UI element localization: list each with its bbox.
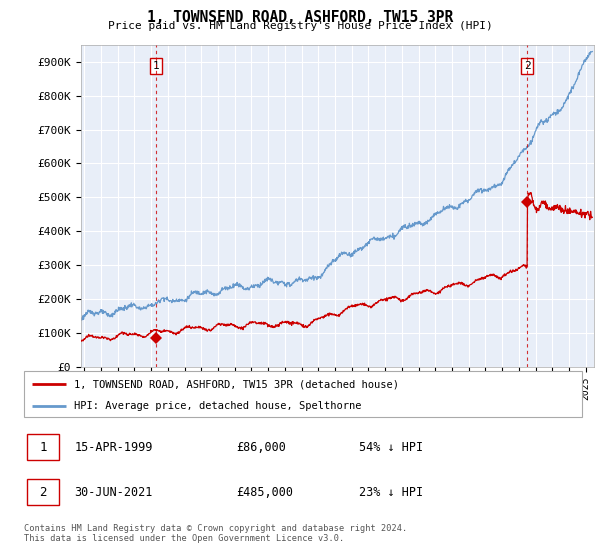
Text: Price paid vs. HM Land Registry's House Price Index (HPI): Price paid vs. HM Land Registry's House …	[107, 21, 493, 31]
Text: 1: 1	[39, 441, 47, 454]
Text: £485,000: £485,000	[236, 486, 293, 499]
Text: 30-JUN-2021: 30-JUN-2021	[74, 486, 152, 499]
Text: 1: 1	[152, 60, 160, 71]
Bar	[27, 434, 59, 460]
Text: 54% ↓ HPI: 54% ↓ HPI	[359, 441, 423, 454]
Text: £86,000: £86,000	[236, 441, 286, 454]
Text: 2: 2	[39, 486, 47, 499]
Bar	[27, 479, 59, 505]
Text: 2: 2	[524, 60, 530, 71]
Text: Contains HM Land Registry data © Crown copyright and database right 2024.
This d: Contains HM Land Registry data © Crown c…	[24, 524, 407, 543]
Text: 1, TOWNSEND ROAD, ASHFORD, TW15 3PR (detached house): 1, TOWNSEND ROAD, ASHFORD, TW15 3PR (det…	[74, 379, 399, 389]
Text: 1, TOWNSEND ROAD, ASHFORD, TW15 3PR: 1, TOWNSEND ROAD, ASHFORD, TW15 3PR	[147, 10, 453, 25]
Text: HPI: Average price, detached house, Spelthorne: HPI: Average price, detached house, Spel…	[74, 401, 362, 410]
Text: 23% ↓ HPI: 23% ↓ HPI	[359, 486, 423, 499]
Text: 15-APR-1999: 15-APR-1999	[74, 441, 152, 454]
